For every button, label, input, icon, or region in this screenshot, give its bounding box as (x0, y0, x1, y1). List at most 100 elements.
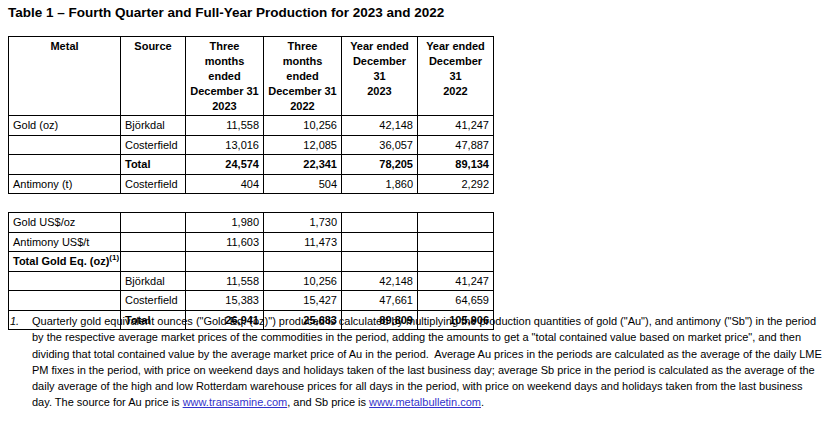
value-cell: 15,427 (264, 291, 342, 311)
spacer-cell (9, 194, 494, 213)
value-cell: 11,558 (186, 116, 264, 136)
header-q4-2023: Three months ended December 31 2023 (186, 37, 264, 116)
value-cell: 47,661 (342, 291, 418, 311)
page-title: Table 1 – Fourth Quarter and Full-Year P… (8, 5, 444, 20)
value-cell: 13,016 (186, 135, 264, 155)
value-cell (342, 232, 418, 252)
footnote-ref: (1) (109, 254, 119, 263)
value-cell (264, 252, 342, 272)
value-cell (418, 213, 494, 233)
header-row: Metal Source Three months ended December… (9, 37, 494, 116)
header-line: December 31 (268, 84, 337, 99)
table-row-antimony-price: Antimony US$/t 11,603 11,473 (9, 232, 494, 252)
header-q4-2022: Three months ended December 31 2022 (264, 37, 342, 116)
value-cell (342, 213, 418, 233)
value-cell: 11,558 (186, 271, 264, 291)
value-cell: 1,860 (342, 174, 418, 194)
metal-cell: Gold US$/oz (9, 213, 121, 233)
header-line: 2023 (190, 99, 259, 114)
footnote-text-part1: Quarterly gold equivalent ounces ("Gold … (32, 315, 825, 408)
header-line: Year ended (346, 39, 413, 54)
value-cell: 42,148 (342, 116, 418, 136)
table-row-gold-price: Gold US$/oz 1,980 1,730 (9, 213, 494, 233)
metalbulletin-link[interactable]: www.metalbulletin.com (369, 396, 481, 408)
value-cell (342, 252, 418, 272)
value-cell: 41,247 (418, 271, 494, 291)
header-line: Three months (268, 39, 337, 69)
value-cell: 47,887 (418, 135, 494, 155)
source-cell: Björkdal (121, 271, 186, 291)
header-metal: Metal (9, 37, 121, 116)
gold-eq-label: Total Gold Eq. (oz) (13, 255, 109, 267)
footnote: 1. Quarterly gold equivalent ounces ("Go… (10, 313, 822, 411)
table-row-goldeq-costerfield: Costerfield 15,383 15,427 47,661 64,659 (9, 291, 494, 311)
source-cell: Costerfield (121, 174, 186, 194)
value-cell (186, 252, 264, 272)
value-cell: 22,341 (264, 155, 342, 175)
transamine-link[interactable]: www.transamine.com (183, 396, 288, 408)
metal-cell (9, 291, 121, 311)
footnote-text-part3: . (481, 396, 484, 408)
value-cell: 1,980 (186, 213, 264, 233)
spacer-row (9, 194, 494, 213)
header-line: 2022 (422, 84, 489, 99)
value-cell: 504 (264, 174, 342, 194)
source-cell (121, 252, 186, 272)
table-row-goldeq-bjorkdal: Björkdal 11,558 10,256 42,148 41,247 (9, 271, 494, 291)
metal-cell: Antimony US$/t (9, 232, 121, 252)
value-cell: 64,659 (418, 291, 494, 311)
footnote-text: Quarterly gold equivalent ounces ("Gold … (32, 313, 822, 411)
metal-cell: Gold (oz) (9, 116, 121, 136)
table-row-gold-costerfield: Costerfield 13,016 12,085 36,057 47,887 (9, 135, 494, 155)
value-cell: 89,134 (418, 155, 494, 175)
value-cell: 11,473 (264, 232, 342, 252)
header-source: Source (121, 37, 186, 116)
table-row-gold-total: Total 24,574 22,341 78,205 89,134 (9, 155, 494, 175)
metal-cell (9, 135, 121, 155)
source-cell: Total (121, 155, 186, 175)
table-row-antimony: Antimony (t) Costerfield 404 504 1,860 2… (9, 174, 494, 194)
source-cell: Costerfield (121, 291, 186, 311)
value-cell (418, 232, 494, 252)
header-line: ended (190, 69, 259, 84)
value-cell: 10,256 (264, 116, 342, 136)
header-line: 2023 (346, 84, 413, 99)
value-cell: 24,574 (186, 155, 264, 175)
value-cell: 36,057 (342, 135, 418, 155)
value-cell: 12,085 (264, 135, 342, 155)
header-fy-2023: Year ended December 31 2023 (342, 37, 418, 116)
header-line: ended (268, 69, 337, 84)
header-line: Year ended (422, 39, 489, 54)
value-cell (418, 252, 494, 272)
header-line: December 31 (346, 54, 413, 84)
source-cell (121, 232, 186, 252)
production-table: Metal Source Three months ended December… (8, 36, 494, 330)
header-fy-2022: Year ended December 31 2022 (418, 37, 494, 116)
header-line: December 31 (422, 54, 489, 84)
footnote-text-part2: , and Sb price is (287, 396, 369, 408)
value-cell: 10,256 (264, 271, 342, 291)
metal-cell: Antimony (t) (9, 174, 121, 194)
value-cell: 11,603 (186, 232, 264, 252)
value-cell: 2,292 (418, 174, 494, 194)
table-row-gold-eq-label: Total Gold Eq. (oz)(1) (9, 252, 494, 272)
header-line: 2022 (268, 99, 337, 114)
value-cell: 404 (186, 174, 264, 194)
metal-cell: Total Gold Eq. (oz)(1) (9, 252, 121, 272)
metal-cell (9, 155, 121, 175)
source-cell: Costerfield (121, 135, 186, 155)
header-label: Source (134, 40, 171, 52)
value-cell: 42,148 (342, 271, 418, 291)
metal-cell (9, 271, 121, 291)
source-cell: Björkdal (121, 116, 186, 136)
source-cell (121, 213, 186, 233)
value-cell: 1,730 (264, 213, 342, 233)
header-line: December 31 (190, 84, 259, 99)
footnote-number: 1. (10, 313, 19, 329)
value-cell: 15,383 (186, 291, 264, 311)
header-label: Metal (50, 40, 78, 52)
value-cell: 78,205 (342, 155, 418, 175)
value-cell: 41,247 (418, 116, 494, 136)
header-line: Three months (190, 39, 259, 69)
table-row-gold-bjorkdal: Gold (oz) Björkdal 11,558 10,256 42,148 … (9, 116, 494, 136)
